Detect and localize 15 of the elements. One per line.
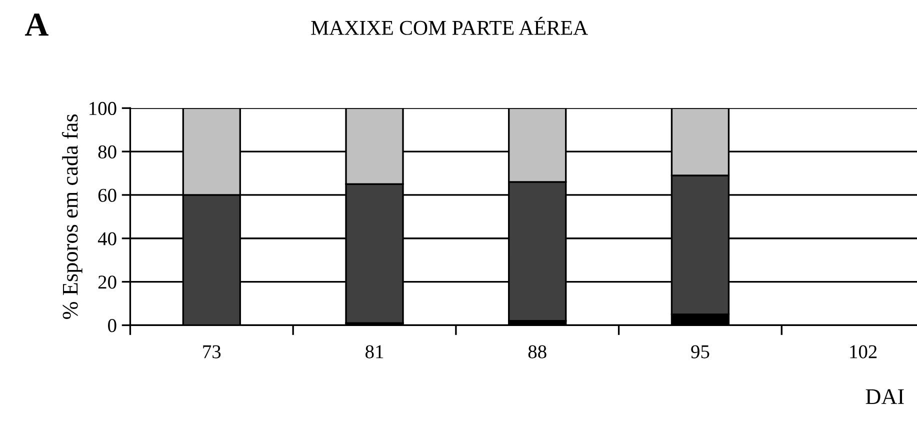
x-tick-label: 73 (203, 345, 221, 358)
y-tick-label: 40 (98, 232, 116, 246)
x-tick-label: 88 (528, 345, 546, 358)
x-tick-label: 102 (850, 345, 877, 358)
y-axis-title: % Esporos em cada fas (62, 114, 82, 319)
y-tick-label: 0 (108, 319, 116, 332)
x-tick-label: 95 (691, 345, 710, 358)
chart-title: MAXIXE COM PARTE AÉREA (311, 16, 588, 35)
y-tick-label: 20 (98, 276, 116, 289)
y-tick-label: 80 (98, 145, 116, 158)
y-tick-label: 100 (90, 102, 116, 116)
text: A (24, 14, 48, 36)
y-tick-label: 60 (98, 188, 116, 202)
x-axis-title: DAI (866, 389, 904, 404)
x-tick-label: 81 (366, 345, 384, 358)
